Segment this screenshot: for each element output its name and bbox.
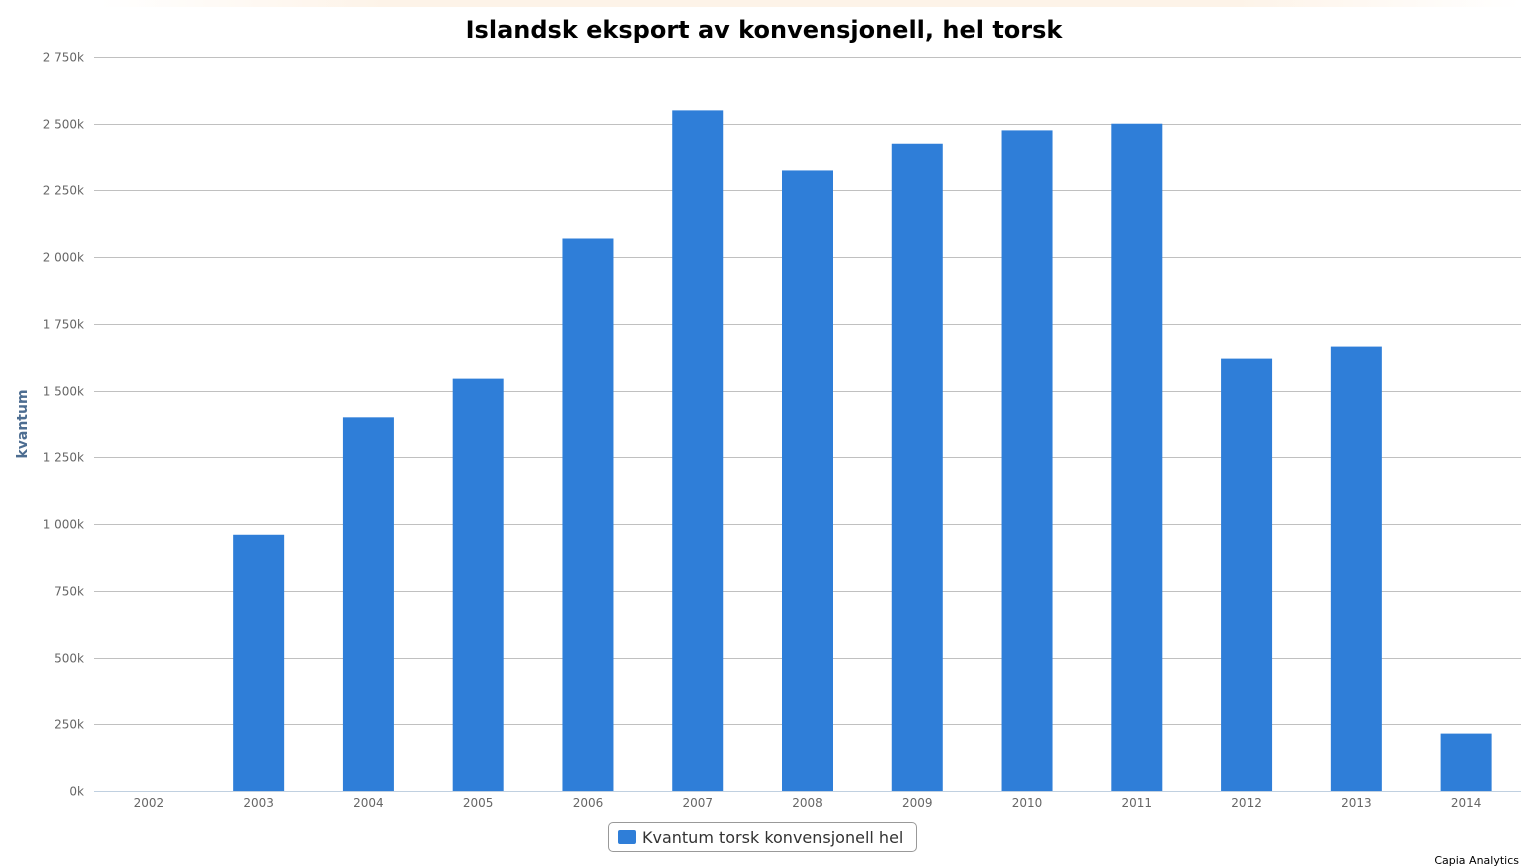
legend[interactable]: Kvantum torsk konvensjonell hel bbox=[608, 822, 917, 852]
bar-2005 bbox=[452, 378, 504, 791]
legend-swatch bbox=[618, 830, 636, 844]
x-tick-label: 2009 bbox=[902, 796, 933, 810]
x-tick-label: 2014 bbox=[1451, 796, 1482, 810]
x-tick-label: 2008 bbox=[792, 796, 823, 810]
legend-label: Kvantum torsk konvensjonell hel bbox=[642, 827, 904, 847]
x-tick-label: 2003 bbox=[243, 796, 274, 810]
x-tick-label: 2011 bbox=[1122, 796, 1153, 810]
y-tick-label: 2 750k bbox=[43, 51, 84, 65]
x-tick-label: 2005 bbox=[463, 796, 494, 810]
bar-2003 bbox=[233, 534, 285, 791]
bar-2006 bbox=[562, 238, 614, 792]
y-tick-label: 250k bbox=[54, 718, 84, 732]
x-tick-label: 2013 bbox=[1341, 796, 1372, 810]
bar-2007 bbox=[672, 110, 724, 791]
y-tick-label: 750k bbox=[54, 585, 84, 599]
x-tick-label: 2010 bbox=[1012, 796, 1043, 810]
bar-2014 bbox=[1440, 733, 1492, 791]
x-tick-label: 2012 bbox=[1231, 796, 1262, 810]
bar-2011 bbox=[1111, 123, 1163, 791]
y-tick-label: 500k bbox=[54, 652, 84, 666]
y-tick-label: 1 250k bbox=[43, 451, 84, 465]
x-tick-label: 2004 bbox=[353, 796, 384, 810]
bar-2012 bbox=[1221, 358, 1273, 791]
y-tick-label: 2 000k bbox=[43, 251, 84, 265]
header-strip bbox=[100, 0, 1521, 7]
bar-2010 bbox=[1001, 130, 1053, 791]
y-axis-title: kvantum bbox=[15, 389, 31, 458]
bar-2009 bbox=[891, 143, 943, 791]
x-tick-label: 2002 bbox=[134, 796, 165, 810]
y-tick-label: 2 500k bbox=[43, 118, 84, 132]
bar-2013 bbox=[1330, 346, 1382, 791]
bar-2008 bbox=[782, 170, 833, 791]
y-tick-label: 2 250k bbox=[43, 184, 84, 198]
x-tick-label: 2006 bbox=[573, 796, 604, 810]
y-tick-label: 1 750k bbox=[43, 318, 84, 332]
chart-title: Islandsk eksport av konvensjonell, hel t… bbox=[466, 16, 1064, 44]
x-tick-label: 2007 bbox=[682, 796, 713, 810]
y-tick-label: 1 000k bbox=[43, 518, 84, 532]
credit-text[interactable]: Capia Analytics bbox=[1434, 854, 1519, 867]
bar-2004 bbox=[342, 417, 394, 791]
y-tick-label: 0k bbox=[69, 785, 84, 799]
y-tick-label: 1 500k bbox=[43, 385, 84, 399]
